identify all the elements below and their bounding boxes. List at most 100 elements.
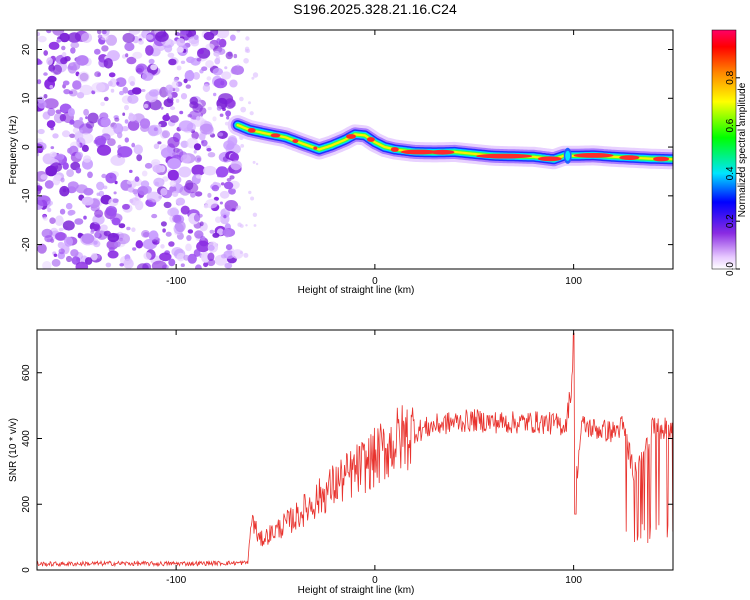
spectrogram-y-tick-label: -10 — [21, 188, 32, 203]
noise-blob — [162, 228, 166, 233]
noise-blob — [209, 229, 215, 234]
snr-y-axis-label: SNR (10 * v/v) — [8, 418, 19, 482]
noise-blob — [233, 53, 238, 59]
noise-blob — [81, 233, 95, 244]
noise-blob — [64, 236, 73, 247]
noise-blob — [245, 36, 250, 41]
noise-blob — [81, 144, 89, 152]
noise-blob — [67, 32, 81, 43]
noise-blob — [114, 180, 118, 185]
noise-blob — [123, 258, 134, 269]
noise-blob — [157, 141, 162, 145]
noise-blob — [185, 179, 194, 191]
noise-blob — [213, 50, 220, 57]
noise-blob — [136, 263, 149, 269]
noise-blob — [92, 214, 105, 225]
noise-blob — [124, 137, 129, 143]
noise-blob — [180, 93, 188, 100]
noise-blob — [37, 128, 45, 135]
noise-blob — [191, 131, 199, 140]
noise-blob — [62, 162, 69, 170]
noise-blobs — [37, 30, 259, 269]
noise-blob — [205, 198, 218, 209]
noise-blob — [66, 255, 72, 263]
noise-blob — [199, 107, 207, 115]
noise-blob — [230, 152, 239, 162]
noise-blob — [212, 232, 220, 238]
noise-blob — [93, 240, 98, 245]
noise-blob — [48, 41, 60, 50]
noise-blob — [136, 65, 145, 73]
noise-blob — [141, 230, 150, 238]
noise-blob — [105, 262, 112, 268]
noise-blob — [75, 167, 82, 174]
noise-blob — [225, 110, 232, 117]
noise-blob — [129, 198, 134, 204]
noise-blob — [192, 72, 200, 80]
noise-blob — [178, 166, 192, 178]
noise-blob — [215, 166, 229, 178]
noise-blob — [171, 191, 179, 197]
noise-blob — [223, 140, 235, 151]
noise-blob — [75, 261, 89, 269]
noise-blob — [103, 230, 111, 237]
snr-x-tick-label: 100 — [565, 575, 582, 586]
noise-blob — [255, 162, 259, 166]
noise-blob — [145, 34, 154, 40]
noise-blob — [143, 103, 149, 109]
spectrogram-x-tick-label: -100 — [166, 276, 186, 287]
noise-blob — [186, 235, 192, 241]
noise-blob — [201, 252, 210, 263]
noise-blob — [37, 58, 42, 65]
noise-blob — [230, 160, 242, 171]
noise-blob — [180, 205, 190, 215]
noise-blob — [93, 223, 101, 232]
noise-blob — [195, 174, 202, 179]
noise-blob — [236, 30, 241, 33]
noise-blob — [108, 80, 113, 87]
noise-blob — [228, 187, 236, 195]
noise-blob — [250, 196, 255, 201]
noise-blob — [194, 230, 204, 239]
noise-blob — [199, 123, 214, 135]
noise-blob — [160, 188, 168, 196]
noise-blob — [167, 136, 180, 148]
noise-blob — [125, 53, 129, 58]
noise-blob — [230, 67, 237, 75]
noise-blob — [91, 82, 106, 93]
noise-blob — [58, 227, 64, 232]
ridge-hotspot — [366, 137, 375, 142]
noise-blob — [225, 51, 233, 60]
noise-blob — [108, 72, 116, 78]
noise-blob — [243, 58, 249, 64]
noise-blob — [172, 40, 177, 44]
noise-blob — [119, 263, 124, 267]
noise-blob — [129, 169, 133, 173]
ridge-hotspot — [247, 127, 256, 133]
colorbar-tick-label: 0.6 — [725, 118, 736, 132]
noise-blob — [69, 119, 75, 125]
noise-blob — [212, 67, 224, 76]
noise-blob — [143, 252, 152, 260]
frequency-ridge — [227, 115, 673, 170]
snr-y-tick-label: 200 — [21, 495, 32, 512]
noise-blob — [96, 144, 112, 156]
noise-blob — [230, 34, 236, 41]
noise-blob — [52, 64, 62, 75]
snr-x-tick-label: 0 — [372, 575, 378, 586]
noise-blob — [184, 70, 195, 82]
noise-blob — [63, 89, 71, 95]
noise-blob — [43, 216, 48, 221]
noise-blob — [240, 144, 245, 148]
noise-blob — [97, 30, 102, 35]
noise-blob — [219, 113, 224, 117]
noise-blob — [207, 192, 212, 198]
noise-blob — [46, 30, 52, 34]
noise-blob — [151, 159, 161, 166]
noise-blob — [100, 101, 105, 107]
noise-blob — [195, 264, 202, 269]
noise-blob — [223, 228, 232, 237]
noise-blob — [134, 200, 144, 211]
